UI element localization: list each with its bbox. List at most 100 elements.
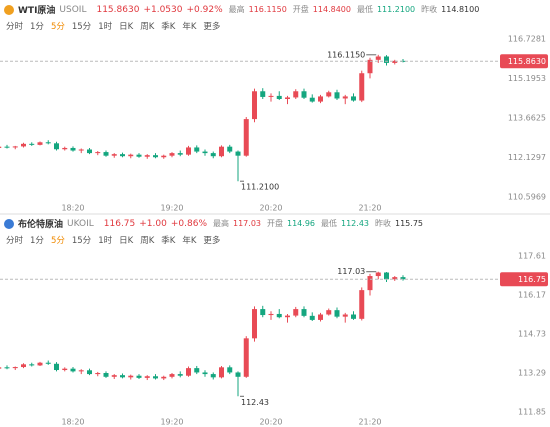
candle-body <box>309 315 315 320</box>
period-tab[interactable]: 年K <box>182 236 197 246</box>
candle-body <box>260 91 266 97</box>
stat-label: 昨收 <box>421 5 438 14</box>
candle-body <box>285 97 290 99</box>
candle-body <box>227 146 233 152</box>
instrument-code[interactable]: UKOIL <box>67 218 94 229</box>
stat-label: 最高 <box>213 219 229 228</box>
candle-body <box>334 310 340 317</box>
candle-body <box>334 92 340 99</box>
candle-body <box>87 370 92 375</box>
max-label: 116.1150 <box>327 50 365 59</box>
candle-body <box>12 367 18 369</box>
candle-body <box>301 91 307 98</box>
candle-body <box>243 338 249 377</box>
period-tab[interactable]: 季K <box>161 22 176 32</box>
candle-body <box>367 276 373 291</box>
period-tab[interactable]: 更多 <box>203 22 221 32</box>
candle-body <box>87 149 92 154</box>
candle-body <box>78 149 84 151</box>
current-price-label: 116.75 <box>518 275 546 284</box>
last-price: 115.8630 <box>96 4 140 15</box>
y-tick-label: 115.1953 <box>508 74 546 83</box>
instrument-icon <box>4 4 14 15</box>
max-label: 117.03 <box>337 267 365 276</box>
candle-body <box>219 367 224 378</box>
period-tab[interactable]: 15分 <box>71 22 92 32</box>
period-tab[interactable]: 1时 <box>98 22 113 32</box>
period-tab[interactable]: 分时 <box>6 22 24 32</box>
stat-label: 开盘 <box>267 219 283 228</box>
y-tick-label: 113.6625 <box>508 114 546 123</box>
current-price-box <box>500 272 548 287</box>
price-change: +1.00 <box>139 218 167 229</box>
candle-body <box>186 368 191 376</box>
period-tab[interactable]: 日K <box>119 22 134 32</box>
candle-body <box>95 152 101 154</box>
candle-body <box>392 60 398 63</box>
candle-body <box>235 151 241 156</box>
candle-body <box>37 362 43 366</box>
candle-body <box>375 272 381 277</box>
candle-body <box>326 92 332 97</box>
candle-body <box>37 142 43 145</box>
candle-body <box>111 375 117 377</box>
period-tab[interactable]: 5分 <box>50 22 65 32</box>
period-tab[interactable]: 年K <box>182 22 197 32</box>
y-tick-label: 113.29 <box>518 369 546 378</box>
y-tick-label: 114.73 <box>518 330 546 339</box>
candle-body <box>177 374 183 376</box>
chart-panel: 布伦特原油 UKOIL 116.75 +1.00 +0.86% 最高 117.03 开盘 114… <box>0 214 550 427</box>
candle-body <box>392 277 398 280</box>
candle-body <box>169 374 175 377</box>
price-change: +1.0530 <box>143 4 183 15</box>
period-tab[interactable]: 5分 <box>50 236 65 246</box>
y-tick-label: 117.61 <box>518 252 546 261</box>
candle-body <box>285 315 290 318</box>
candle-body <box>326 310 332 315</box>
percent-change: +0.92% <box>186 4 223 15</box>
period-tab[interactable]: 分时 <box>6 236 24 246</box>
candle-body <box>103 152 109 156</box>
current-price-box <box>500 54 548 69</box>
stat-value: 114.96 <box>287 219 315 228</box>
candle-body <box>384 272 389 280</box>
instrument-code[interactable]: USOIL <box>59 4 87 15</box>
period-tab[interactable]: 日K <box>119 236 134 246</box>
candle-body <box>219 146 224 157</box>
period-tab[interactable]: 周K <box>140 236 155 246</box>
y-tick-label: 116.7281 <box>508 35 546 44</box>
candle-body <box>268 95 274 97</box>
candle-body <box>45 362 51 364</box>
x-tick-label: 19:20 <box>160 204 183 213</box>
candle-body <box>136 154 142 157</box>
stat-value: 115.75 <box>395 219 423 228</box>
candle-body <box>95 373 101 375</box>
x-tick-label: 20:20 <box>259 204 282 213</box>
candle-body <box>194 147 200 152</box>
candle-body <box>128 375 134 378</box>
x-tick-label: 18:20 <box>61 204 84 213</box>
y-tick-label: 116.17 <box>518 291 546 300</box>
period-tab[interactable]: 1时 <box>98 236 113 246</box>
stat-label: 昨收 <box>375 219 391 228</box>
candle-body <box>144 376 150 378</box>
period-tab[interactable]: 更多 <box>203 236 221 246</box>
period-tab[interactable]: 15分 <box>71 236 92 246</box>
instrument-name: WTI原油 <box>18 6 56 16</box>
candle-body <box>103 373 109 377</box>
candle-body <box>111 154 117 156</box>
percent-change: +0.86% <box>170 218 207 229</box>
period-tab[interactable]: 季K <box>161 236 176 246</box>
stat-value: 112.43 <box>341 219 369 228</box>
period-tab[interactable]: 1分 <box>30 236 44 246</box>
candle-body <box>153 376 158 379</box>
period-tab[interactable]: 周K <box>140 22 155 32</box>
candle-body <box>252 309 257 339</box>
separator <box>0 213 550 215</box>
stat-value: 114.8400 <box>312 5 351 14</box>
period-tab[interactable]: 1分 <box>30 22 44 32</box>
stat-value: 111.2100 <box>376 5 416 14</box>
x-tick-label: 21:20 <box>358 418 381 427</box>
candle-body <box>194 368 200 373</box>
x-tick-label: 21:20 <box>358 204 381 213</box>
